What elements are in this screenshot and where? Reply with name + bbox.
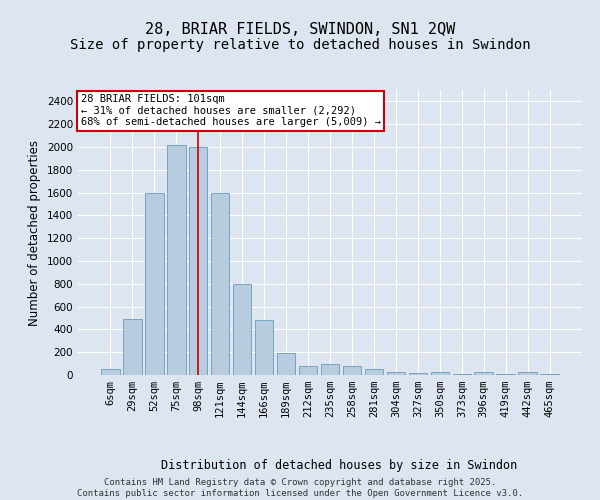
Bar: [452, 374, 471, 375]
Bar: [475, 372, 493, 375]
Bar: [431, 372, 449, 375]
Bar: [320, 364, 340, 375]
Bar: [101, 370, 119, 375]
Bar: [277, 353, 295, 375]
Bar: [343, 366, 361, 375]
Bar: [365, 368, 383, 375]
Bar: [409, 374, 427, 375]
Text: Size of property relative to detached houses in Swindon: Size of property relative to detached ho…: [70, 38, 530, 52]
Text: 28 BRIAR FIELDS: 101sqm
← 31% of detached houses are smaller (2,292)
68% of semi: 28 BRIAR FIELDS: 101sqm ← 31% of detache…: [80, 94, 380, 128]
Text: Distribution of detached houses by size in Swindon: Distribution of detached houses by size …: [161, 460, 517, 472]
Bar: [541, 374, 559, 375]
Y-axis label: Number of detached properties: Number of detached properties: [28, 140, 41, 326]
Bar: [233, 284, 251, 375]
Bar: [167, 144, 185, 375]
Bar: [255, 320, 274, 375]
Bar: [189, 147, 208, 375]
Bar: [496, 374, 515, 375]
Bar: [299, 366, 317, 375]
Bar: [518, 372, 537, 375]
Bar: [123, 319, 142, 375]
Bar: [211, 192, 229, 375]
Bar: [386, 372, 405, 375]
Text: 28, BRIAR FIELDS, SWINDON, SN1 2QW: 28, BRIAR FIELDS, SWINDON, SN1 2QW: [145, 22, 455, 38]
Text: Contains HM Land Registry data © Crown copyright and database right 2025.
Contai: Contains HM Land Registry data © Crown c…: [77, 478, 523, 498]
Bar: [145, 192, 164, 375]
